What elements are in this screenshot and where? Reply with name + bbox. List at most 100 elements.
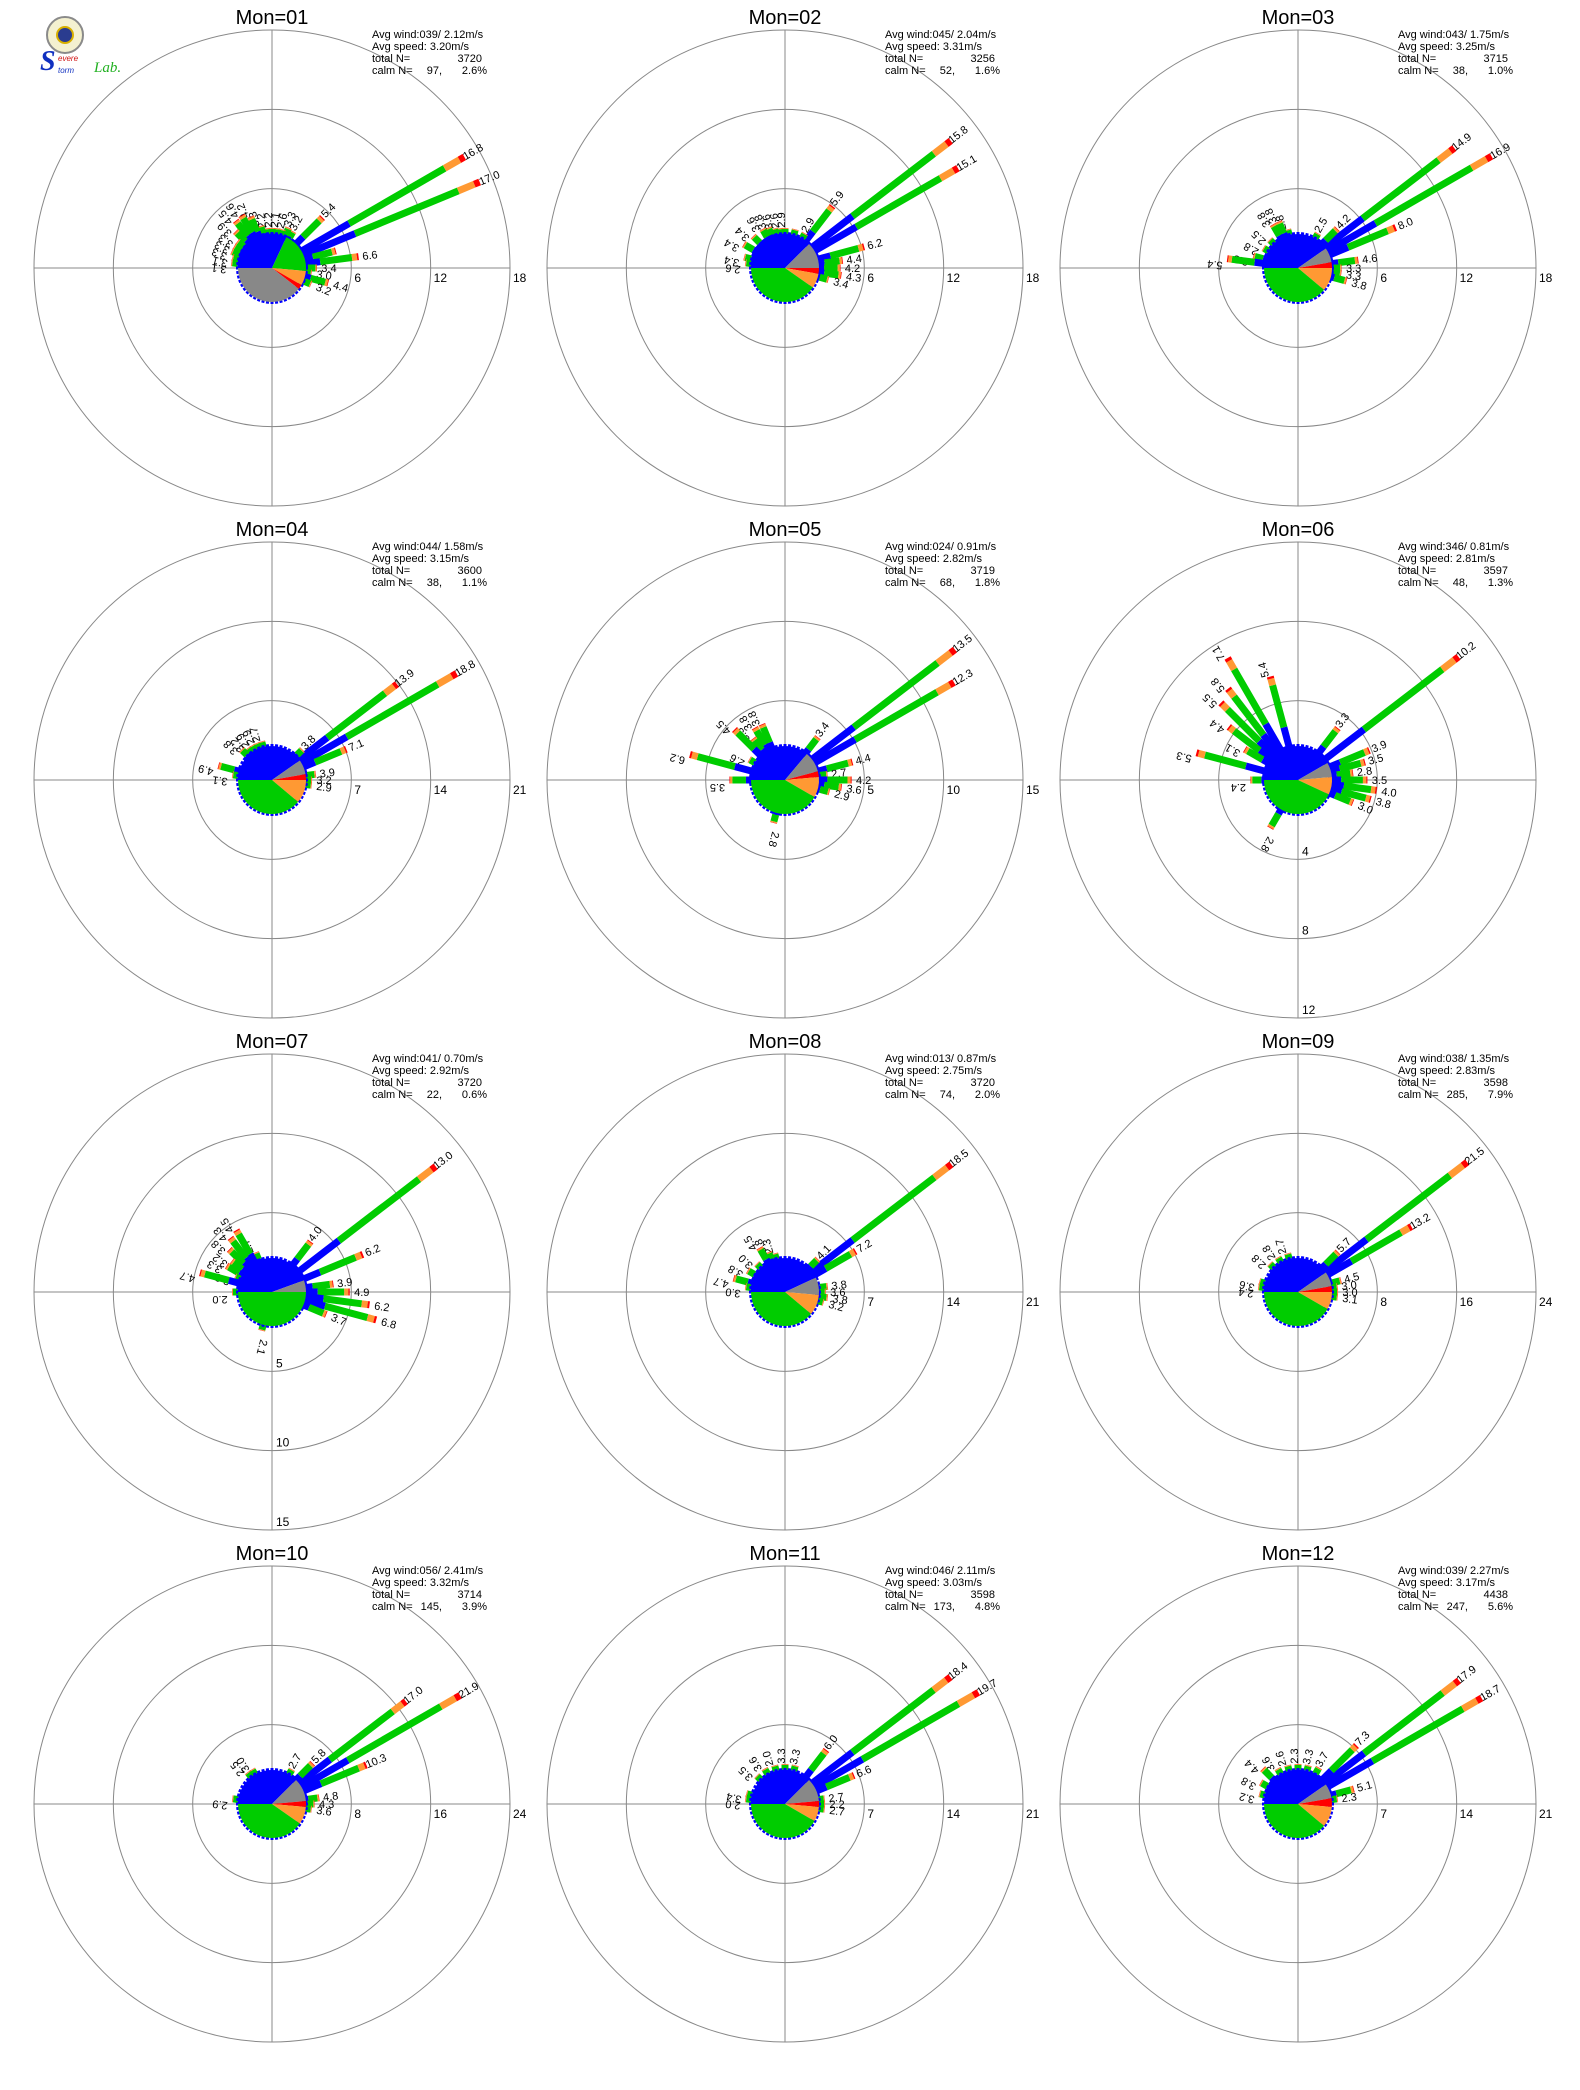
bar-segment <box>416 1166 434 1182</box>
bar-segment <box>932 1164 950 1181</box>
bar-segment <box>1370 786 1376 794</box>
wind-bar <box>1321 654 1461 764</box>
bar-segment <box>1339 270 1342 278</box>
bar-segment <box>1268 812 1282 828</box>
wind-bar <box>1323 153 1494 256</box>
bar-segment <box>818 1805 825 1813</box>
calm-label: calm N= <box>1398 1601 1439 1613</box>
bar-segment <box>1275 220 1283 225</box>
pie-slice <box>1298 1286 1332 1292</box>
bar-segment <box>233 229 239 235</box>
bar-segment <box>825 759 849 773</box>
bar-segment <box>759 723 767 729</box>
bar-segment <box>805 737 820 752</box>
bar-segment <box>1475 1695 1484 1704</box>
wind-bar <box>295 681 400 764</box>
avg-wind-text: Avg wind:046/ 2.11m/s <box>885 1565 996 1577</box>
bar-segment <box>840 271 842 279</box>
bar-segment <box>850 150 937 219</box>
bar-value-label: 3.8 <box>753 1237 770 1256</box>
bar-segment <box>311 248 333 261</box>
bar-segment <box>742 241 746 248</box>
bar-segment <box>435 673 454 688</box>
bar-segment <box>400 1698 408 1707</box>
bar-segment <box>824 264 838 272</box>
bar-value-label: 3.2 <box>314 282 333 299</box>
windrose-panel: 7 14 2117.918.77.35.12.33.73.32.32.63.64.4… <box>1059 1543 1553 2043</box>
bar-segment <box>232 771 234 779</box>
bar-segment <box>1275 1255 1282 1260</box>
bar-segment <box>472 178 482 188</box>
ring-tick-label: 14 <box>434 783 448 797</box>
bar-value-label: 3.8 <box>1350 277 1368 293</box>
wind-bar <box>810 1689 981 1792</box>
calm-percent: 1.3% <box>1488 577 1513 589</box>
bar-segment <box>1258 1283 1260 1291</box>
calm-label: calm N= <box>372 1089 413 1101</box>
bar-segment <box>450 670 459 680</box>
bar-value-label: 6.8 <box>380 1316 398 1332</box>
bar-value-label: 2.3 <box>1289 1748 1301 1763</box>
pie-slice <box>1264 268 1325 302</box>
bar-segment <box>827 276 830 284</box>
bar-segment <box>971 1689 981 1699</box>
bar-segment <box>1331 1795 1338 1803</box>
total-value: 3719 <box>971 565 995 577</box>
bar-value-label: 2.3 <box>1341 1791 1358 1805</box>
bar-segment <box>1335 1786 1352 1798</box>
pie-slice <box>238 233 287 268</box>
windrose-panel: 6 12 1815.815.15.92.96.24.44.24.33.42.92.6… <box>546 7 1040 507</box>
bar-segment <box>245 1770 254 1779</box>
bar-segment <box>345 681 440 740</box>
bar-segment <box>1447 1162 1465 1179</box>
bar-segment <box>748 756 757 766</box>
bar-segment <box>814 735 821 740</box>
pie-slice <box>785 771 819 780</box>
bar-segment <box>1266 675 1275 680</box>
bar-segment <box>231 771 234 779</box>
bar-segment <box>1440 1680 1458 1696</box>
pie-slice <box>751 1258 816 1292</box>
bar-segment <box>1314 231 1321 236</box>
pie-slice <box>751 1292 812 1327</box>
bar-segment <box>1338 759 1362 773</box>
bar-segment <box>1304 1764 1312 1767</box>
bar-segment <box>1274 1766 1281 1771</box>
calm-count: 247, <box>1447 1601 1468 1613</box>
bar-value-label: 4.9 <box>197 762 215 778</box>
windrose-panel: 6 12 1816.817.05.46.63.43.04.43.23.23.32.6… <box>33 7 527 507</box>
windrose-panel: 5101513.04.06.23.94.96.26.83.72.74.54.33… <box>33 1031 511 1531</box>
wind-bar <box>1329 256 1359 268</box>
ring-tick-label: 7 <box>354 783 361 797</box>
bar-segment <box>1312 232 1321 240</box>
bar-segment <box>1334 725 1341 732</box>
bar-value-label: 3.3 <box>776 1748 788 1763</box>
bar-segment <box>232 243 237 250</box>
bar-segment <box>1361 1690 1445 1757</box>
bar-segment <box>324 278 329 287</box>
bar-segment <box>1321 1750 1367 1788</box>
bar-segment <box>1338 749 1366 766</box>
bar-segment <box>826 205 835 213</box>
bar-segment <box>1332 226 1340 234</box>
bar-segment <box>826 770 828 778</box>
bar-segment <box>847 758 853 767</box>
bar-segment <box>1352 1743 1359 1750</box>
bar-segment <box>841 256 844 264</box>
bar-segment <box>760 228 771 239</box>
wind-bar <box>808 1161 954 1276</box>
bar-segment <box>757 1248 770 1262</box>
bar-segment <box>854 175 943 230</box>
bar-segment <box>1284 1764 1292 1768</box>
bar-segment <box>442 156 462 172</box>
calm-percent: 5.6% <box>1488 1601 1513 1613</box>
bar-segment <box>828 788 831 796</box>
total-label: total N= <box>885 1077 923 1089</box>
bar-value-label: 2.8 <box>766 830 782 848</box>
pie-slice <box>272 268 302 289</box>
ring-tick-label: 12 <box>947 271 961 285</box>
wind-bar <box>1225 686 1282 757</box>
bar-segment <box>852 1248 858 1255</box>
bar-segment <box>230 1239 249 1261</box>
